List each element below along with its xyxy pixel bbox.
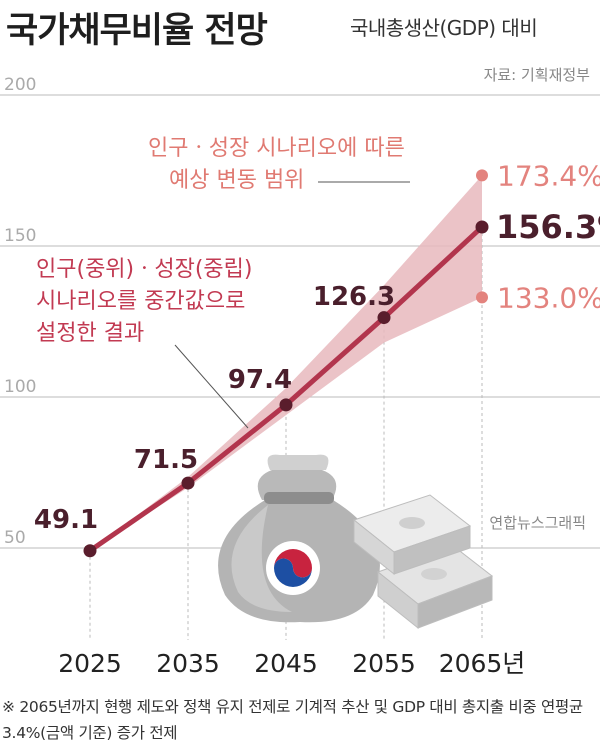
y-tick-label: 150	[4, 226, 36, 246]
source-note: 자료: 기획재정부	[483, 66, 590, 84]
x-tick-label: 2045	[254, 649, 318, 678]
y-tick-label: 200	[4, 75, 36, 95]
range-high-point	[476, 169, 488, 182]
data-label: 49.1	[34, 505, 98, 535]
chart-canvas: 200 150 100 50 2025 2035 2045 2055 2065년 49.1 71.…	[0, 75, 600, 678]
range-low-label: 133.0%	[497, 281, 600, 314]
x-tick-label: 2025	[58, 649, 122, 678]
range-annotation-line1: 인구ㆍ성장 시나리오에 따른	[148, 136, 405, 161]
range-high-label: 173.4%	[497, 159, 600, 192]
chart-subtitle: 국내총생산(GDP) 대비	[350, 16, 538, 40]
data-label-layer: 49.1 71.5 97.4 126.3 156.3% 173.4% 133.0%	[34, 159, 600, 535]
data-label: 126.3	[313, 282, 395, 312]
mid-annotation-line3: 설정한 결과	[36, 321, 144, 346]
y-tick-label: 50	[4, 528, 26, 548]
data-label-final: 156.3%	[496, 208, 600, 246]
data-point	[181, 476, 195, 490]
mid-annotation-line2: 시나리오를 중간값으로	[36, 289, 245, 314]
money-bag-icon	[218, 454, 380, 623]
range-annotation-line2: 예상 변동 범위	[169, 168, 304, 193]
data-point	[475, 220, 489, 234]
y-tick-label: 100	[4, 377, 36, 397]
data-point	[83, 544, 97, 558]
mid-annotation-line1: 인구(중위)ㆍ성장(중립)	[36, 257, 253, 282]
taegeuk-emblem-icon	[266, 541, 320, 595]
data-label: 71.5	[134, 445, 198, 475]
data-point	[377, 311, 391, 325]
range-low-point	[476, 291, 488, 304]
data-point	[279, 398, 293, 412]
data-label: 97.4	[228, 365, 292, 395]
footnote: ※ 2065년까지 현행 제도와 정책 유지 전제로 기계적 추산 및 GDP …	[2, 698, 583, 742]
mid-annotation-leader	[174, 344, 249, 429]
x-tick-label: 2065년	[439, 649, 526, 678]
chart-title: 국가채무비율 전망	[6, 11, 268, 51]
graphic-credit: 연합뉴스그래픽	[489, 514, 586, 532]
x-tick-label: 2055	[352, 649, 416, 678]
cash-stack-icon	[352, 494, 494, 630]
data-point-layer	[83, 169, 489, 558]
x-tick-label: 2035	[156, 649, 220, 678]
